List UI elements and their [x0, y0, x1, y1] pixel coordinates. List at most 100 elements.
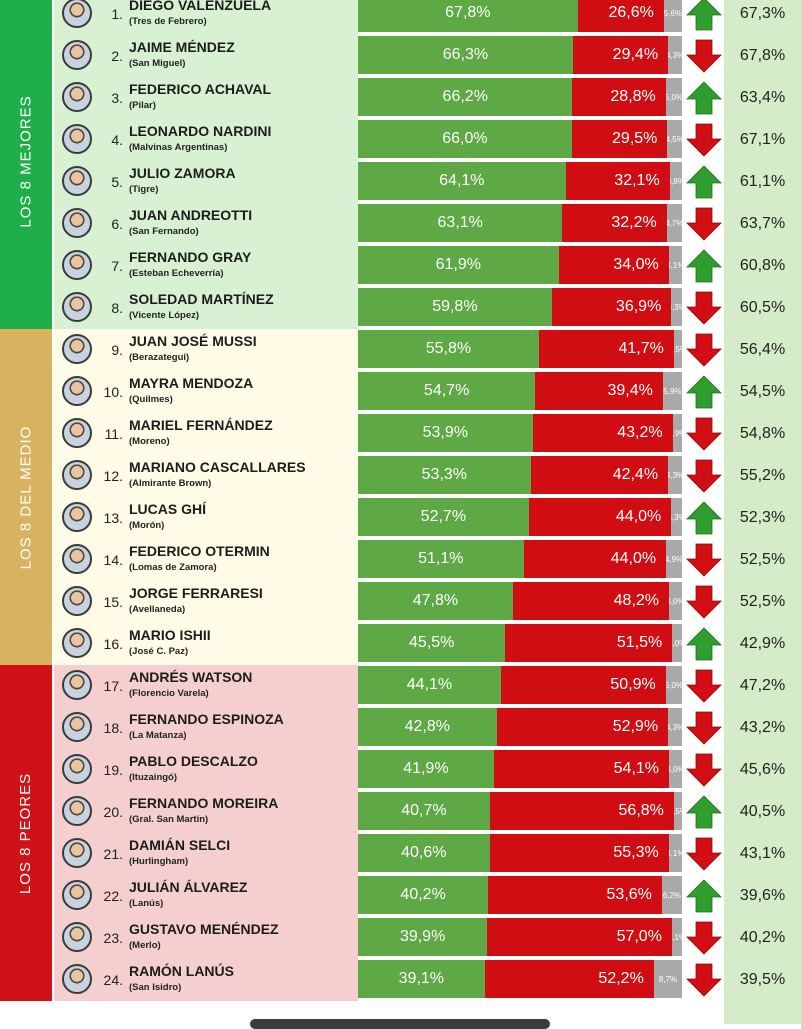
ns-bar: 4,3% [668, 36, 682, 74]
negative-bar: 34,0% [558, 246, 669, 284]
mayor-name: FERNANDO GRAY [129, 249, 252, 265]
ns-bar: 3,8% [669, 162, 682, 200]
mayor-name: DIEGO VALENZUELA [129, 0, 272, 13]
group-band [0, 665, 52, 1001]
table-row: 23. GUSTAVO MENÉNDEZ (Merlo) 39,9%57,0%3,1%… [0, 917, 801, 959]
positive-bar: 66,0% [358, 120, 572, 158]
previous-value: 55,2% [739, 467, 786, 484]
previous-value: 56,4% [739, 341, 786, 358]
previous-value: 67,3% [739, 5, 786, 22]
trend-up-icon [686, 165, 722, 199]
negative-bar: 52,2% [484, 960, 654, 998]
stacked-bar: 39,1% 52,2% 8,7% [358, 960, 682, 1000]
negative-bar: 44,0% [528, 498, 672, 536]
mayor-name: RAMÓN LANÚS [129, 963, 234, 979]
previous-value: 54,5% [739, 383, 786, 400]
stacked-bar: 53,9%43,2%2,9% [358, 414, 682, 454]
ns-bar: 3,3% [671, 498, 682, 536]
ns-bar: 3,3% [671, 288, 682, 326]
avatar [62, 922, 92, 952]
avatar [62, 0, 92, 28]
stacked-bar: 40,2% 53,6% 6,2% [358, 876, 682, 916]
trend-up-icon [686, 0, 722, 31]
table-row: 19. PABLO DESCALZO (Ituzaingó) 41,9%54,1%4,… [0, 749, 801, 791]
previous-value: 60,5% [739, 299, 786, 316]
mayor-name: MAYRA MENDOZA [129, 375, 254, 391]
stacked-bar: 52,7%44,0%3,3% [358, 498, 682, 538]
negative-bar: 32,2% [562, 204, 667, 242]
table-row: 6. JUAN ANDREOTTI (San Fernando) 63,1% 32,2%… [0, 203, 801, 245]
negative-bar: 56,8% [489, 792, 674, 830]
positive-bar: 45,5% [358, 624, 506, 662]
table-row: 3. FEDERICO ACHAVAL (Pilar) 66,2% 28,8% 5,0% 6… [0, 77, 801, 119]
stacked-bar: 66,0%29,5%4,5% [358, 120, 682, 160]
home-indicator[interactable] [250, 1019, 550, 1029]
avatar [62, 964, 92, 994]
previous-value: 67,8% [739, 47, 786, 64]
positive-bar: 40,7% [358, 792, 490, 830]
rank-number: 13. [103, 510, 123, 526]
rank-number: 21. [103, 846, 123, 862]
ns-bar: 4,0% [669, 582, 682, 620]
stacked-bar: 55,8%41,7%2,5% [358, 330, 682, 370]
ns-bar: 4,3% [668, 708, 682, 746]
rank-number: 20. [103, 804, 123, 820]
mayor-name: SOLEDAD MARTÍNEZ [129, 291, 274, 307]
positive-bar: 42,8% [358, 708, 497, 746]
stacked-bar: 42,8%52,9%4,3% [358, 708, 682, 748]
negative-bar: 54,1% [493, 750, 670, 788]
trend-down-icon [686, 417, 722, 451]
mayor-name: FEDERICO ACHAVAL [129, 81, 272, 97]
municipality-label: (Gral. San Martín) [129, 814, 209, 825]
municipality-label: (Pilar) [129, 100, 156, 111]
avatar [62, 376, 92, 406]
avatar [62, 166, 92, 196]
avatar [62, 334, 92, 364]
table-row: 11. MARIEL FERNÁNDEZ (Moreno) 53,9%43,2%2,9… [0, 413, 801, 455]
ns-bar: 5,0% [665, 78, 682, 116]
trend-down-icon [686, 207, 722, 241]
negative-bar: 41,7% [538, 330, 674, 368]
trend-down-icon [686, 543, 722, 577]
municipality-label: (Almirante Brown) [129, 478, 212, 489]
previous-value: 40,5% [739, 803, 786, 820]
trend-up-icon [686, 879, 722, 913]
trend-down-icon [686, 921, 722, 955]
municipality-label: (Tigre) [129, 184, 159, 195]
avatar [62, 544, 92, 574]
rank-number: 16. [103, 636, 123, 652]
stacked-bar: 63,1%32,2%4,7% [358, 204, 682, 244]
positive-bar: 41,9% [358, 750, 494, 788]
stacked-bar: 54,7% 39,4% 5,9% [358, 372, 682, 412]
rank-number: 1. [111, 6, 123, 22]
avatar [62, 838, 92, 868]
rank-number: 4. [111, 132, 123, 148]
positive-bar: 47,8% [358, 582, 513, 620]
stacked-bar: 61,9%34,0%4,1% [358, 246, 682, 286]
municipality-label: (Lomas de Zamora) [129, 562, 217, 573]
positive-bar: 55,8% [358, 330, 539, 368]
stacked-bar: 66,2% 28,8% 5,0% [358, 78, 682, 118]
previous-value: 47,2% [739, 677, 786, 694]
positive-bar: 61,9% [358, 246, 559, 284]
avatar [62, 208, 92, 238]
mayor-name: JORGE FERRARESI [129, 585, 263, 601]
ns-bar: 5,0% [665, 666, 682, 704]
negative-bar: 51,5% [505, 624, 673, 662]
avatar [62, 712, 92, 742]
negative-bar: 53,6% [488, 876, 662, 914]
negative-bar: 42,4% [530, 456, 669, 494]
group-name-background [54, 0, 358, 329]
stacked-bar: 40,7%56,8%2,5% [358, 792, 682, 832]
table-row: 18. FERNANDO ESPINOZA (La Matanza) 42,8% 52,… [0, 707, 801, 749]
ns-bar: 4,9% [666, 540, 682, 578]
avatar [62, 628, 92, 658]
positive-bar: 67,8% [358, 0, 578, 32]
table-row: 1. DIEGO VALENZUELA (Tres de Febrero) 67,8%… [0, 0, 801, 35]
avatar [62, 418, 92, 448]
group-name-background [54, 665, 358, 1001]
mayor-name: MARIEL FERNÁNDEZ [129, 417, 273, 433]
trend-down-icon [686, 585, 722, 619]
ns-bar: 4,7% [666, 204, 682, 242]
